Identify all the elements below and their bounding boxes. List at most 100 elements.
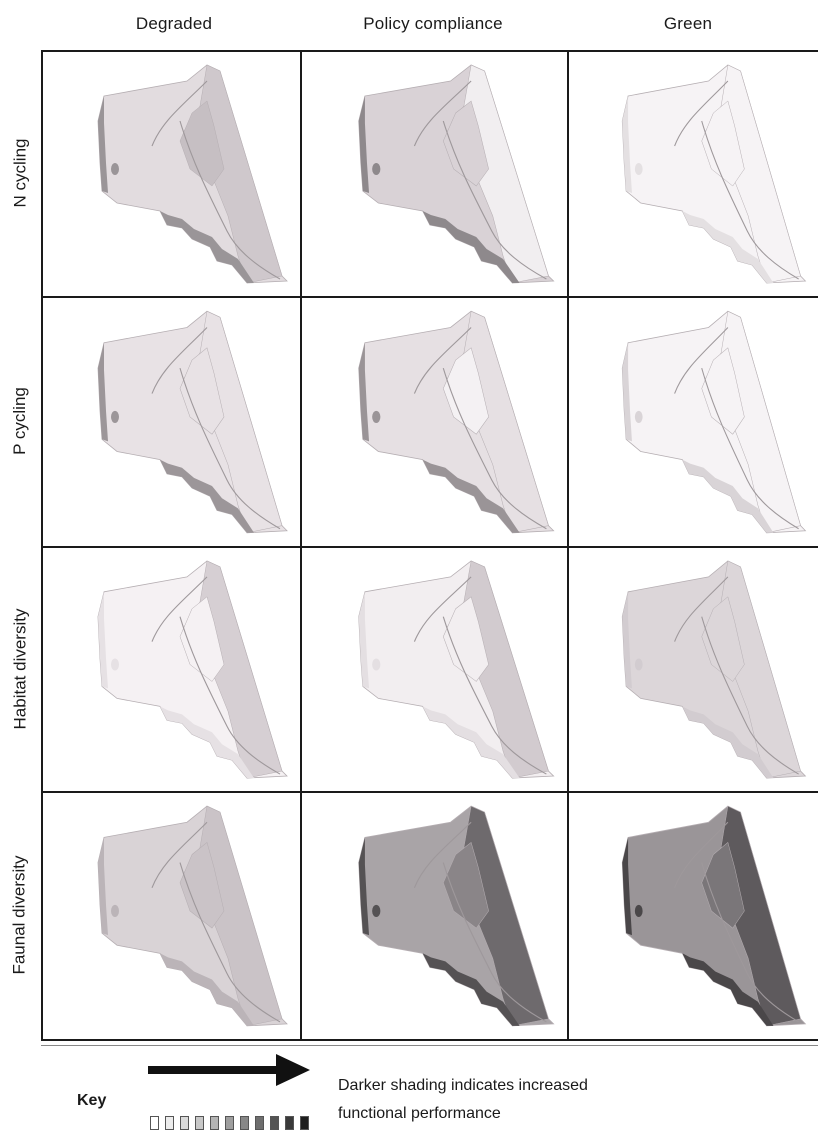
map-southern-edge — [422, 706, 520, 779]
map-river-line — [413, 821, 547, 1023]
map-southern-edge — [160, 706, 254, 779]
map-small-patch — [111, 658, 119, 671]
map-cell-habitat-diversity-degraded — [42, 547, 300, 791]
grid-border-top — [41, 50, 818, 52]
grid-divider-row-3 — [41, 791, 818, 793]
grid-divider-row-1 — [41, 296, 818, 298]
map-cell-n-cycling-policy-compliance — [301, 51, 567, 296]
map-cell-habitat-diversity-policy-compliance — [301, 547, 567, 791]
key-swatch-2 — [165, 1116, 174, 1130]
key-swatch-9 — [270, 1116, 279, 1130]
map-core-zone — [179, 596, 225, 682]
map-river-line — [674, 576, 799, 775]
row-label-faunal-diversity: Faunal diversity — [10, 855, 29, 975]
map-small-patch — [634, 410, 643, 424]
map-western-edge — [358, 342, 370, 442]
map-small-patch — [372, 658, 381, 671]
map-western-edge — [622, 96, 632, 193]
map-cell-p-cycling-green — [568, 297, 818, 546]
map-southern-edge — [682, 459, 774, 533]
key-swatch-1 — [150, 1116, 159, 1130]
map-southern-edge — [682, 706, 774, 779]
map-southern-edge — [422, 953, 520, 1026]
map-cell-n-cycling-degraded — [42, 51, 300, 296]
key-swatch-11 — [300, 1116, 309, 1130]
map-core-zone — [179, 841, 225, 929]
right-arrow-icon — [148, 1054, 310, 1086]
map-core-zone — [701, 596, 745, 682]
column-header-degraded: Degraded — [135, 14, 213, 33]
map-western-edge — [358, 837, 370, 936]
map-core-zone — [443, 347, 489, 435]
key-label: Key — [77, 1092, 107, 1109]
map-cell-habitat-diversity-green — [568, 547, 818, 791]
map-core-zone — [701, 841, 745, 929]
map-southern-edge — [422, 211, 520, 283]
key-swatch-5 — [210, 1116, 219, 1130]
key-swatch-4 — [195, 1116, 204, 1130]
map-core-zone — [443, 841, 489, 929]
map-small-patch — [111, 410, 119, 424]
map-western-edge — [98, 96, 108, 193]
map-river-line — [151, 80, 281, 280]
grid-divider-row-2 — [41, 546, 818, 548]
row-label-p-cycling: P cycling — [10, 387, 29, 455]
column-header-policy-compliance: Policy compliance — [363, 14, 503, 33]
row-label-habitat-diversity: Habitat diversity — [10, 608, 29, 729]
map-cell-p-cycling-policy-compliance — [301, 297, 567, 546]
map-western-edge — [98, 837, 108, 936]
key-description-line-1: Darker shading indicates increased — [338, 1077, 588, 1094]
map-western-edge — [358, 591, 370, 689]
map-small-patch — [634, 163, 643, 175]
map-western-edge — [98, 591, 108, 689]
map-cell-faunal-diversity-policy-compliance — [301, 792, 567, 1039]
map-river-line — [674, 821, 799, 1023]
map-southern-edge — [160, 211, 254, 283]
map-small-patch — [372, 904, 381, 918]
column-header-green: Green — [663, 14, 713, 33]
map-small-patch — [634, 658, 643, 671]
map-southern-edge — [160, 459, 254, 533]
key-swatch-10 — [285, 1116, 294, 1130]
map-core-zone — [701, 347, 745, 435]
key-swatch-7 — [240, 1116, 249, 1130]
map-river-line — [151, 327, 281, 530]
map-core-zone — [443, 100, 489, 187]
map-river-line — [413, 576, 547, 775]
map-river-line — [413, 327, 547, 530]
map-southern-edge — [422, 459, 520, 533]
map-river-line — [674, 327, 799, 530]
key-swatch-3 — [180, 1116, 189, 1130]
key-swatch-6 — [225, 1116, 234, 1130]
map-cell-p-cycling-degraded — [42, 297, 300, 546]
key-description: Darker shading indicates increased funct… — [338, 1072, 588, 1128]
key-shading-scale — [150, 1116, 309, 1130]
map-southern-edge — [682, 211, 774, 283]
key-description-line-2: functional performance — [338, 1105, 501, 1122]
map-small-patch — [372, 410, 381, 424]
map-western-edge — [358, 96, 370, 193]
map-core-zone — [443, 596, 489, 682]
map-small-patch — [111, 163, 119, 175]
map-river-line — [151, 576, 281, 775]
map-core-zone — [179, 347, 225, 435]
row-label-n-cycling: N cycling — [10, 138, 29, 208]
map-small-patch — [372, 163, 381, 175]
grid-border-left — [41, 50, 43, 1041]
map-river-line — [413, 80, 547, 280]
grid-divider-col-1 — [300, 50, 302, 1041]
map-small-patch — [634, 904, 643, 918]
map-core-zone — [701, 100, 745, 187]
map-cell-n-cycling-green — [568, 51, 818, 296]
map-cell-faunal-diversity-green — [568, 792, 818, 1039]
map-western-edge — [98, 342, 108, 442]
map-cell-faunal-diversity-degraded — [42, 792, 300, 1039]
map-western-edge — [622, 342, 632, 442]
map-river-line — [674, 80, 799, 280]
key-swatch-8 — [255, 1116, 264, 1130]
map-western-edge — [622, 591, 632, 689]
map-small-patch — [111, 904, 119, 918]
map-southern-edge — [160, 953, 254, 1026]
map-western-edge — [622, 837, 632, 936]
map-river-line — [151, 821, 281, 1023]
